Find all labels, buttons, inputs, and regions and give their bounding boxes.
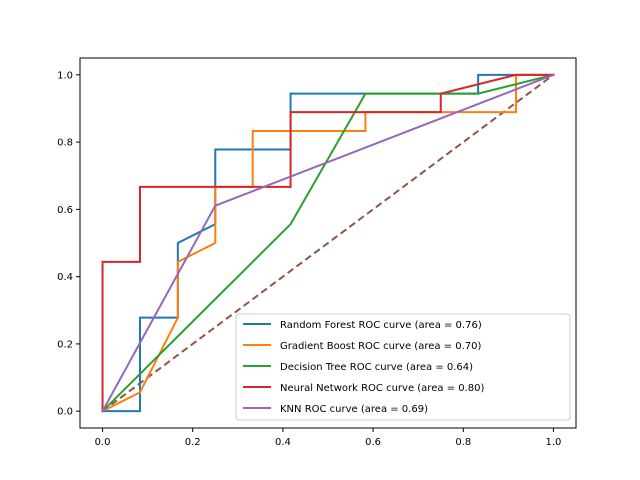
- x-tick-label: 1.0: [546, 437, 562, 448]
- y-axis-ticks: 0.0 0.2 0.4 0.6 0.8 1.0: [57, 70, 80, 418]
- y-tick-label: 0.0: [57, 407, 73, 418]
- x-tick-label: 0.2: [185, 437, 201, 448]
- series-layer: [101, 73, 555, 413]
- legend-label-5: KNN ROC curve (area = 0.69): [280, 404, 428, 415]
- y-tick-label: 0.4: [57, 272, 73, 283]
- series-line-4: [101, 73, 555, 413]
- x-tick-label: 0.6: [365, 437, 381, 448]
- x-tick-label: 0.0: [95, 437, 111, 448]
- y-tick-label: 0.6: [57, 205, 73, 216]
- series-line-3: [101, 73, 555, 413]
- legend-items: Random Forest ROC curve (area = 0.76) Gra…: [243, 320, 484, 415]
- x-axis-ticks: 0.0 0.2 0.4 0.6 0.8 1.0: [95, 428, 562, 448]
- series-line-5: [101, 73, 555, 413]
- y-tick-label: 0.2: [57, 339, 73, 350]
- legend-box: [235, 313, 571, 421]
- chance-reference-line: [101, 74, 555, 412]
- legend-label-4: Neural Network ROC curve (area = 0.80): [280, 383, 484, 394]
- x-tick-label: 0.8: [455, 437, 471, 448]
- plot-frame: [79, 57, 577, 429]
- legend: Random Forest ROC curve (area = 0.76) Gra…: [235, 313, 571, 421]
- reference-line-layer: [101, 74, 555, 412]
- y-tick-label: 0.8: [57, 138, 73, 149]
- y-tick-label: 1.0: [57, 70, 73, 81]
- x-tick-label: 0.4: [275, 437, 291, 448]
- legend-label-1: Random Forest ROC curve (area = 0.76): [280, 320, 482, 331]
- legend-label-3: Decision Tree ROC curve (area = 0.64): [280, 362, 473, 373]
- legend-label-2: Gradient Boost ROC curve (area = 0.70): [280, 341, 481, 352]
